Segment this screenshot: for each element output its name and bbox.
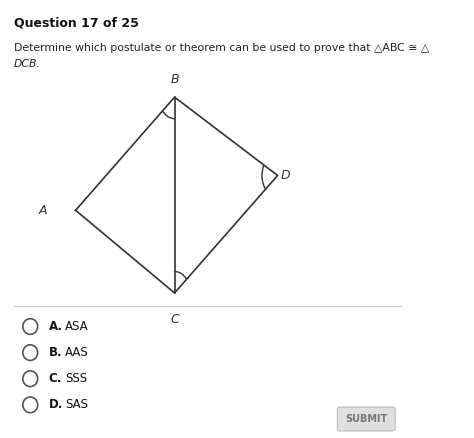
Text: D.: D. <box>49 398 63 411</box>
Text: A.: A. <box>49 320 63 333</box>
Text: Question 17 of 25: Question 17 of 25 <box>14 17 138 30</box>
Text: DCB.: DCB. <box>14 59 41 69</box>
Text: SAS: SAS <box>65 398 88 411</box>
Text: A: A <box>38 204 47 217</box>
Text: ASA: ASA <box>65 320 89 333</box>
Text: B: B <box>170 73 179 86</box>
Text: D: D <box>281 169 291 182</box>
Text: B.: B. <box>49 346 63 359</box>
Text: SSS: SSS <box>65 372 87 385</box>
FancyBboxPatch shape <box>337 407 395 431</box>
Text: Determine which postulate or theorem can be used to prove that △ABC ≅ △: Determine which postulate or theorem can… <box>14 43 429 53</box>
Text: C: C <box>170 313 179 325</box>
Text: SUBMIT: SUBMIT <box>345 414 387 424</box>
Text: C.: C. <box>49 372 62 385</box>
Text: AAS: AAS <box>65 346 89 359</box>
